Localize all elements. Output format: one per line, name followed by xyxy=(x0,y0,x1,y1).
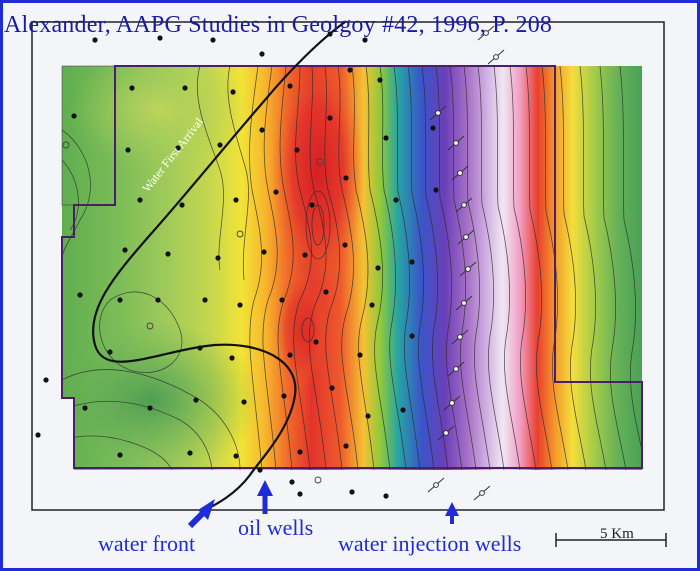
water-front-label: water front xyxy=(98,531,196,556)
figure-citation: Alexander, AAPG Studies in Geolgoy #42, … xyxy=(4,12,553,38)
outer-map-border xyxy=(31,21,665,511)
contour-lines xyxy=(62,66,642,470)
annotation-arrows xyxy=(187,480,459,529)
water-injection-wells-arrow xyxy=(445,502,459,524)
outside-lease-masks xyxy=(62,398,74,470)
other-well-symbols xyxy=(62,141,324,484)
scale-bar-label: 5 Km xyxy=(600,526,634,542)
oil-wells xyxy=(35,31,439,499)
water-front-arrow xyxy=(187,499,215,529)
oil-wells-label: oil wells xyxy=(238,515,314,540)
water-injection-wells-label: water injection wells xyxy=(338,531,522,556)
contour-map xyxy=(62,66,642,470)
water-front-line xyxy=(92,21,346,511)
water-injection-wells xyxy=(427,25,505,501)
lease-tract-nw xyxy=(61,65,116,206)
scale-bar xyxy=(555,533,667,547)
oil-wells-arrow xyxy=(257,480,273,514)
